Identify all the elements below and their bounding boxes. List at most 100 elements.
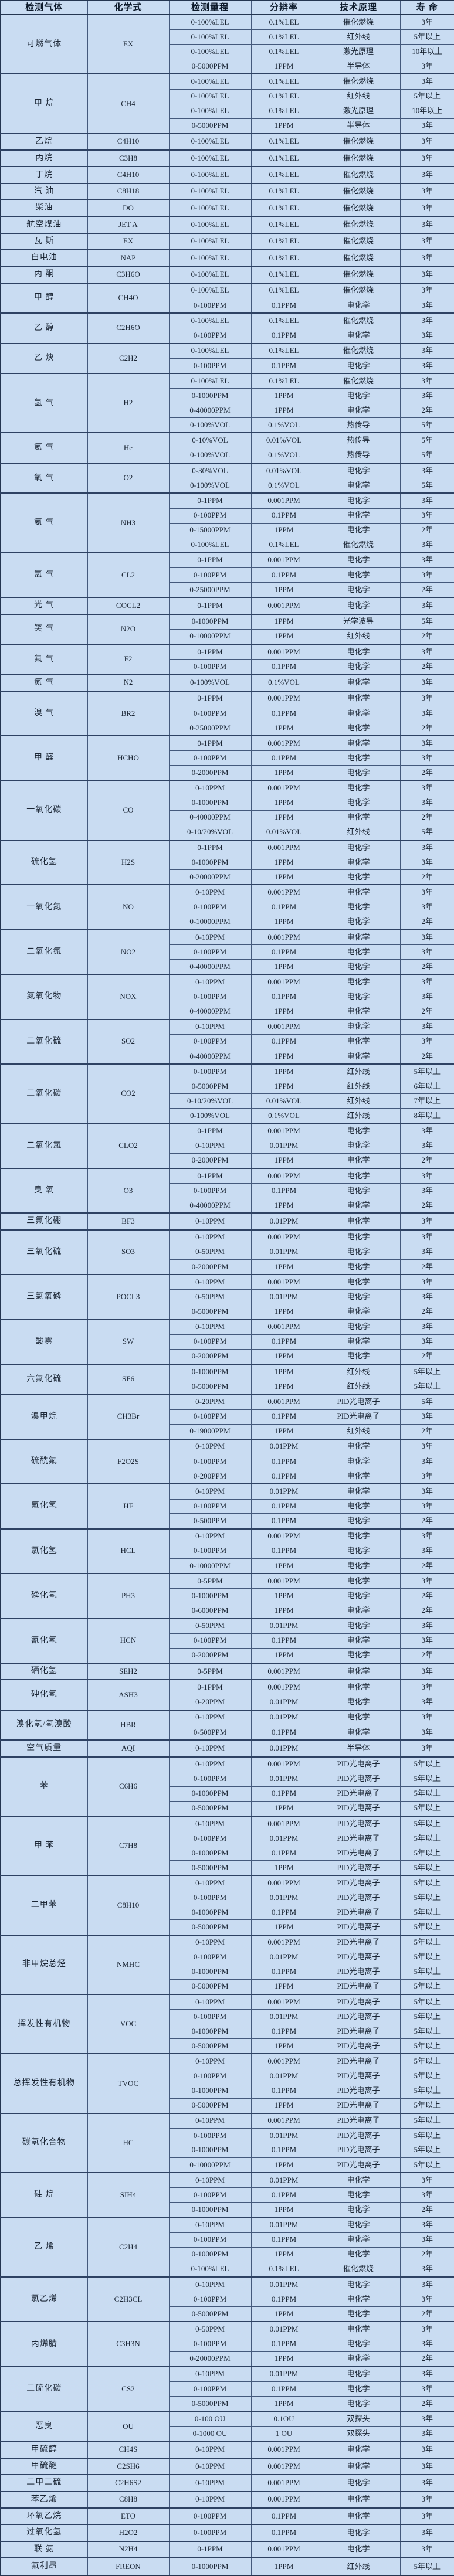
- lifespan-cell: 2年: [399, 582, 454, 598]
- range-cell: 0-100%LEL: [168, 149, 252, 167]
- lifespan-cell: 3年: [399, 462, 454, 479]
- table-row: 六氟化硫 SF6 0-1000PPM 1PPM 红外线 5年以上: [0, 1363, 454, 1395]
- gas-name-cell: 硫化氢: [0, 840, 88, 885]
- resolution-cell: 0.001PPM: [250, 840, 317, 856]
- range-cell: 0-30%VOL: [168, 462, 252, 479]
- lifespan-cell: 3年: [399, 166, 454, 184]
- resolution-cell: 1PPM: [250, 1198, 317, 1214]
- lifespan-cell: 2年: [399, 721, 454, 736]
- resolution-cell: 1PPM: [250, 1919, 317, 1936]
- lifespan-cell: 3年: [399, 312, 454, 329]
- range-cell: 0-100%LEL: [168, 132, 252, 151]
- principle-cell: 电化学: [316, 1573, 401, 1589]
- principle-cell: 电化学: [316, 1167, 401, 1184]
- table-row: 氰化氢 HCN 0-50PPM 0.01PPM 电化学 3年: [0, 1617, 454, 1664]
- table-row: 笑 气 N2O 0-1000PPM 1PPM 光学波导 5年: [0, 613, 454, 645]
- lifespan-cell: 3年: [399, 2381, 454, 2397]
- gas-name-cell: 航空煤油: [0, 216, 88, 234]
- resolution-cell: 1PPM: [250, 2396, 317, 2412]
- gas-name-cell: 过氧化氢: [0, 2524, 88, 2542]
- table-row: 二氧化氮 NO2 0-10PPM 0.001PPM 电化学 3年: [0, 929, 454, 975]
- range-cell: 0-50PPM: [168, 1289, 252, 1305]
- resolution-cell: 0.001PPM: [250, 1229, 317, 1245]
- table-row: 0-100PPM 0.01PPM PID光电离子 5年以上: [1, 2128, 454, 2143]
- resolution-cell: 0.01PPM: [250, 1438, 317, 1455]
- principle-cell: 电化学: [316, 1244, 401, 1260]
- table-row: 0-100PPM 0.1PPM 电化学 3年: [1, 750, 454, 766]
- table-row: 三氯氧磷 POCL3 0-10PPM 0.001PPM 电化学 3年: [0, 1274, 454, 1320]
- range-cell: 0-100PPM: [168, 297, 252, 314]
- table-row: 0-40000PPM 1PPM 电化学 2年: [1, 810, 454, 825]
- table-row: 0-100PPM 0.1PPM 电化学 3年: [1, 567, 454, 583]
- lifespan-cell: 3年: [399, 840, 454, 856]
- gas-name-cell: 恶臭: [0, 2411, 88, 2442]
- lifespan-cell: 5年以上: [399, 1860, 454, 1876]
- table-row: 0-100PPM 0.1PPM 电化学 3年: [1, 1498, 454, 1514]
- principle-cell: 电化学: [316, 1617, 401, 1634]
- range-cell: 0-100%LEL: [168, 199, 252, 217]
- resolution-cell: 1PPM: [250, 118, 317, 134]
- lifespan-cell: 3年: [399, 735, 454, 752]
- formula-cell: O2: [87, 462, 170, 494]
- table-row: 总挥发性有机物 TVOC 0-10PPM 0.001PPM PID光电离子 5年以上: [0, 2053, 454, 2114]
- range-cell: 0-10PPM: [168, 884, 252, 900]
- principle-cell: PID光电离子: [316, 1919, 401, 1936]
- gas-name-cell: 联 氨: [0, 2540, 88, 2558]
- principle-cell: 电化学: [316, 914, 401, 930]
- range-cell: 0-100PPM: [168, 567, 252, 583]
- table-row: 0-100PPM 0.1PPM 电化学 3年: [1, 899, 454, 915]
- range-cell: 0-100%VOL: [168, 674, 252, 692]
- resolution-cell: 0.1%LEL: [250, 232, 317, 250]
- range-cell: 0-10PPM: [168, 1318, 252, 1335]
- principle-cell: 催化燃烧: [316, 132, 401, 151]
- principle-cell: 电化学: [316, 567, 401, 583]
- principle-cell: 电化学: [316, 959, 401, 975]
- principle-cell: 电化学: [316, 2172, 401, 2188]
- header-range: 检测量程: [168, 0, 252, 15]
- lifespan-cell: 2年: [399, 2396, 454, 2412]
- range-cell: 0-19000PPM: [168, 1423, 252, 1440]
- principle-cell: PID光电离子: [316, 2157, 401, 2173]
- formula-cell: NH3: [87, 492, 170, 553]
- lifespan-cell: 5年以上: [399, 1771, 454, 1787]
- range-cell: 0-5000PPM: [168, 118, 252, 134]
- gas-name-cell: 氰化氢: [0, 1617, 88, 1664]
- formula-cell: CO: [87, 780, 170, 841]
- range-cell: 0-40000PPM: [168, 1198, 252, 1214]
- table-row: 0-100PPM 0.1PPM 电化学 3年: [1, 1183, 454, 1199]
- table-row: 0-40000PPM 1PPM 电化学 2年: [1, 1004, 454, 1020]
- gas-name-cell: 空气质量: [0, 1739, 88, 1758]
- resolution-cell: 0.001PPM: [250, 1528, 317, 1544]
- lifespan-cell: 2年: [399, 2351, 454, 2367]
- gas-name-cell: 溴甲烷: [0, 1394, 88, 1440]
- resolution-cell: 0.01PPM: [250, 1212, 317, 1231]
- resolution-cell: 0.1%LEL: [250, 312, 317, 329]
- resolution-cell: 0.1PPM: [250, 1183, 317, 1199]
- formula-cell: He: [87, 432, 170, 464]
- principle-cell: 电化学: [316, 780, 401, 796]
- gas-name-cell: 甲硫醚: [0, 2458, 88, 2475]
- table-row: 0-100%LEL 0.1%LEL 激光原理 10年以上: [1, 44, 454, 60]
- principle-cell: 电化学: [316, 1498, 401, 1514]
- resolution-cell: 0.1PPM: [250, 1034, 317, 1049]
- formula-cell: PH3: [87, 1573, 170, 1619]
- range-cell: 0-10PPM: [168, 1274, 252, 1290]
- table-row: 0-20PPM 0.01PPM 电化学 3年: [1, 1694, 454, 1711]
- principle-cell: PID光电离子: [316, 2142, 401, 2158]
- lifespan-cell: 5年: [399, 432, 454, 448]
- resolution-cell: 0.1PPM: [250, 2024, 317, 2040]
- resolution-cell: 0.01PPM: [250, 2366, 317, 2383]
- resolution-cell: 0.01PPM: [250, 2321, 317, 2337]
- formula-cell: HCHO: [87, 735, 170, 781]
- table-row: 联 氨 N2H4 0-1PPM 0.001PPM 电化学 3年: [0, 2540, 454, 2558]
- table-row: 丁烷 C4H10 0-100%LEL 0.1%LEL 催化燃烧 3年: [0, 166, 454, 184]
- principle-cell: 催化燃烧: [316, 2261, 401, 2278]
- range-cell: 0-100PPM: [168, 2128, 252, 2143]
- table-row: 甲硫醚 C2SH6 0-10PPM 0.001PPM 电化学 3年: [0, 2458, 454, 2475]
- range-cell: 0-2000PPM: [168, 1153, 252, 1169]
- resolution-cell: 0.1PPM: [250, 2083, 317, 2099]
- table-row: 酸雾 SW 0-10PPM 0.001PPM 电化学 3年: [0, 1318, 454, 1365]
- gas-name-cell: 乙烷: [0, 132, 88, 151]
- gas-name-cell: 三氟化硼: [0, 1212, 88, 1231]
- gas-name-cell: 溴化氢/氢溴酸: [0, 1709, 88, 1741]
